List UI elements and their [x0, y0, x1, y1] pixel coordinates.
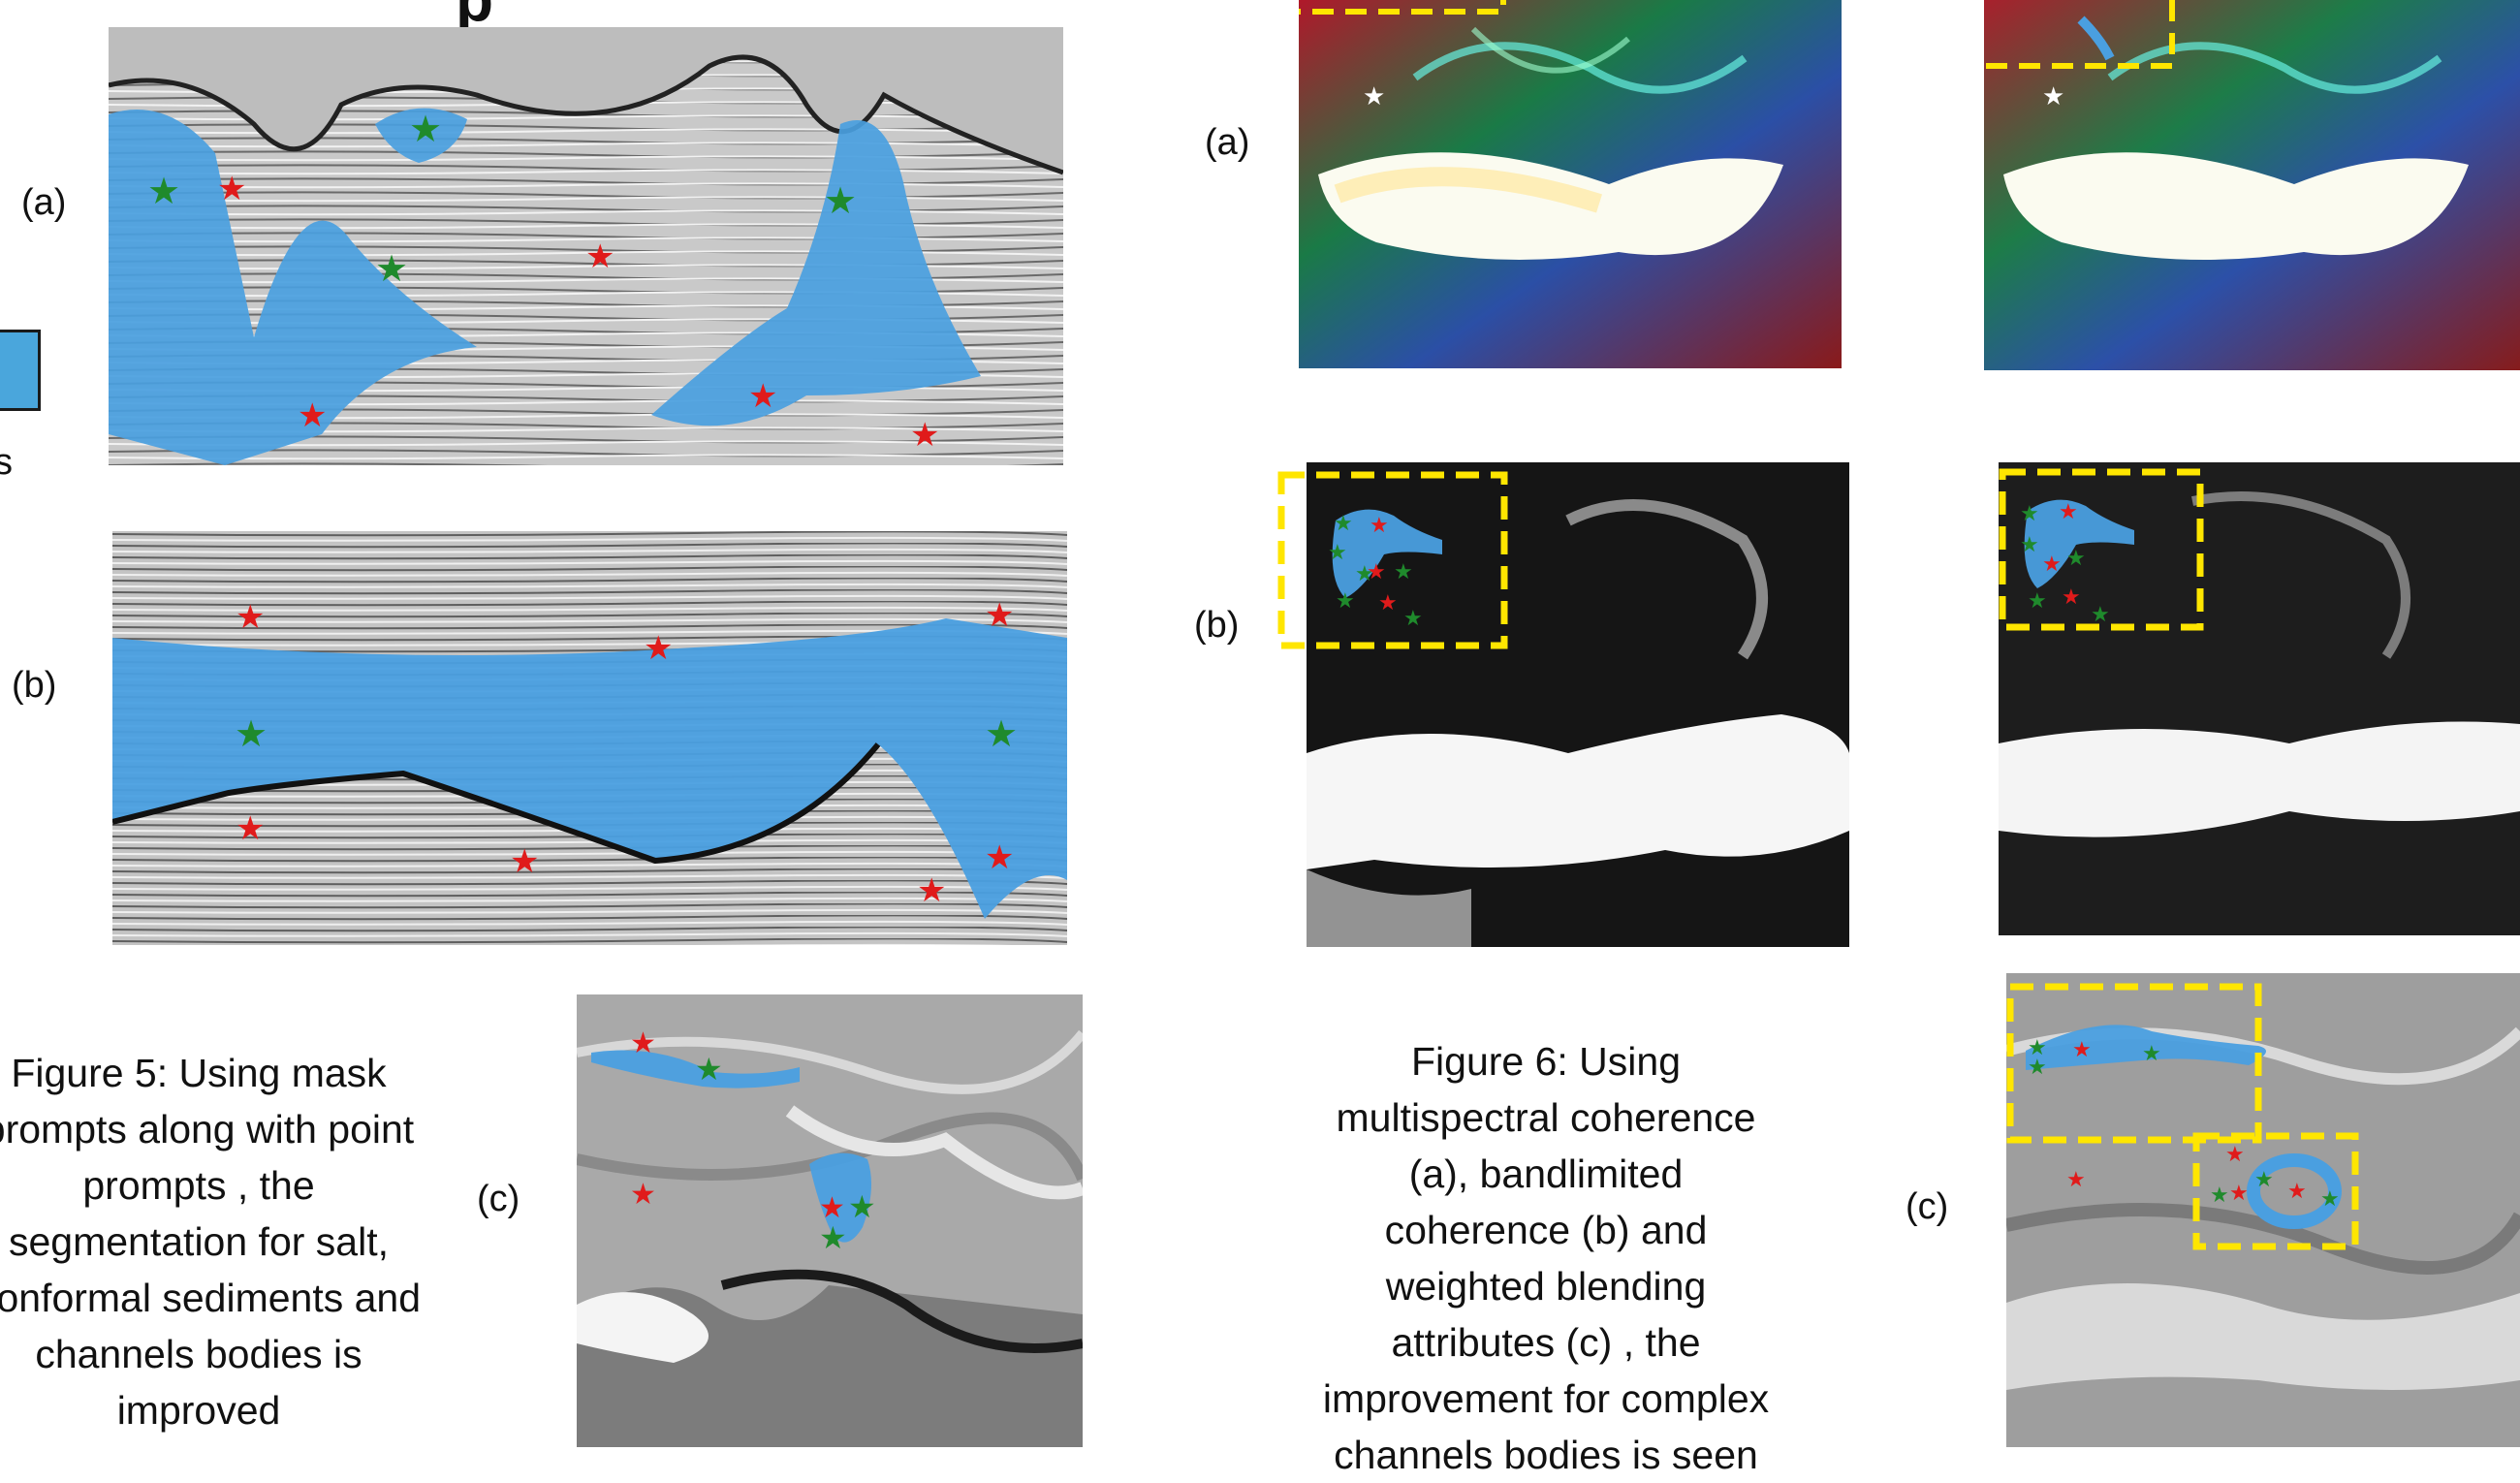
fig5-label-b: (b)	[12, 665, 57, 706]
svg-text:★: ★	[848, 1188, 876, 1225]
fig6-panel-a-right-multispectral: ★	[1984, 0, 2520, 370]
fig5a-point-prompts: ★ ★ ★ ★ ★ ★ ★ ★ ★	[147, 108, 939, 455]
svg-text:★: ★	[1370, 514, 1389, 538]
svg-text:★: ★	[1378, 591, 1398, 615]
fig5-panel-a-seismic: ★ ★ ★ ★ ★ ★ ★ ★ ★	[109, 27, 1063, 465]
svg-text:★: ★	[409, 108, 442, 150]
svg-text:★: ★	[2059, 500, 2078, 524]
svg-text:★: ★	[2020, 533, 2039, 557]
svg-text:★: ★	[235, 712, 268, 755]
svg-text:★: ★	[985, 596, 1014, 635]
fig6c-point-prompts: ★ ★ ★ ★ ★ ★ ★ ★ ★ ★ ★	[2028, 1036, 2340, 1212]
svg-text:★: ★	[147, 170, 180, 212]
caption-line: channels bodies is	[35, 1332, 362, 1376]
fig6-label-a: (a)	[1205, 122, 1250, 163]
svg-text:★: ★	[1355, 562, 1374, 586]
fig5b-point-prompts: ★ ★ ★ ★ ★ ★ ★ ★ ★	[235, 596, 1018, 910]
svg-text:★: ★	[2066, 547, 2086, 571]
figure5-caption: Figure 5: Using mask prompts along with …	[0, 1045, 456, 1438]
svg-text:★: ★	[2028, 1036, 2047, 1060]
fig6-panel-b-right-bandlimited: ★ ★ ★ ★ ★ ★ ★ ★	[1999, 462, 2520, 935]
caption-line: segmentation for salt,	[9, 1219, 389, 1264]
svg-text:★: ★	[917, 871, 946, 910]
svg-text:★: ★	[2287, 1180, 2307, 1204]
caption-line: coherence (b) and	[1384, 1208, 1708, 1252]
svg-text:★: ★	[2028, 589, 2047, 614]
fig5-label-a: (a)	[21, 182, 67, 223]
svg-text:★: ★	[236, 809, 265, 848]
svg-text:★: ★	[2142, 1042, 2161, 1066]
caption-line: prompts , the	[82, 1163, 315, 1208]
legend-text-fragment: s	[0, 442, 13, 483]
svg-text:★: ★	[1328, 541, 1347, 565]
caption-line: prompts along with point	[0, 1107, 415, 1152]
svg-text:★: ★	[910, 416, 939, 455]
caption-line: improved	[116, 1388, 281, 1433]
svg-text:★: ★	[2320, 1187, 2340, 1212]
svg-text:★: ★	[217, 170, 246, 208]
svg-text:★: ★	[1336, 589, 1355, 614]
caption-line: Figure 5: Using mask	[11, 1051, 387, 1095]
fig5-label-c: (c)	[477, 1179, 520, 1219]
svg-text:★: ★	[630, 1178, 656, 1212]
fig6b-right-point-prompts: ★ ★ ★ ★ ★ ★ ★ ★	[2020, 500, 2110, 627]
fig5-panel-c-timeslice: ★ ★ ★ ★ ★ ★	[577, 994, 1083, 1447]
svg-text:★: ★	[2020, 502, 2039, 526]
svg-text:★: ★	[2066, 1168, 2086, 1192]
svg-text:★: ★	[2225, 1143, 2245, 1167]
svg-text:★: ★	[695, 1051, 723, 1088]
svg-text:★: ★	[375, 247, 408, 290]
svg-text:★: ★	[236, 598, 265, 637]
caption-line: channels bodies is seen	[1334, 1433, 1758, 1477]
caption-line: improvement for complex	[1322, 1376, 1770, 1421]
caption-line: conformal sediments and	[0, 1276, 422, 1320]
svg-text:★: ★	[1367, 560, 1386, 584]
fig6b-left-point-prompts: ★ ★ ★ ★ ★ ★ ★ ★ ★	[1328, 512, 1423, 631]
svg-text:★: ★	[1363, 82, 1385, 111]
caption-line: attributes (c) , the	[1391, 1320, 1701, 1365]
svg-text:★: ★	[585, 237, 614, 276]
svg-text:★: ★	[2042, 82, 2064, 111]
svg-text:★: ★	[630, 1026, 656, 1060]
svg-text:★: ★	[985, 838, 1014, 877]
svg-text:★: ★	[2254, 1168, 2274, 1192]
caption-line: multispectral coherence	[1336, 1095, 1756, 1140]
figure6-caption: Figure 6: Using multispectral coherence …	[1279, 1033, 1812, 1483]
fig5-panel-b-seismic: ★ ★ ★ ★ ★ ★ ★ ★ ★	[112, 531, 1067, 945]
caption-line: (a), bandlimited	[1408, 1152, 1684, 1196]
fig6-panel-a-left-multispectral: ★	[1299, 0, 1842, 368]
svg-text:★: ★	[2042, 552, 2062, 577]
svg-text:★: ★	[2210, 1183, 2229, 1208]
svg-text:★: ★	[824, 179, 857, 222]
caption-line: weighted blending	[1385, 1264, 1707, 1309]
fig6-panel-c-right-blended: ★ ★ ★ ★ ★ ★ ★ ★ ★ ★ ★	[2006, 973, 2520, 1447]
fig6-label-c: (c)	[1906, 1186, 1949, 1227]
svg-text:★: ★	[510, 842, 539, 881]
fig6-panel-b-left-bandlimited: ★ ★ ★ ★ ★ ★ ★ ★ ★	[1277, 462, 1849, 947]
fig6-label-b: (b)	[1194, 605, 1240, 646]
svg-text:★: ★	[819, 1219, 847, 1256]
svg-text:★: ★	[2091, 603, 2110, 627]
svg-text:★: ★	[298, 396, 327, 435]
svg-text:★: ★	[819, 1191, 845, 1225]
caption-line: Figure 6: Using	[1410, 1039, 1681, 1084]
svg-text:★: ★	[2072, 1038, 2092, 1062]
svg-text:★: ★	[2028, 1056, 2047, 1080]
svg-text:★: ★	[1394, 560, 1413, 584]
fig5c-point-prompts: ★ ★ ★ ★ ★ ★	[630, 1026, 876, 1256]
svg-text:★: ★	[748, 377, 777, 416]
svg-text:★: ★	[644, 629, 673, 668]
svg-text:★: ★	[1403, 607, 1423, 631]
svg-text:★: ★	[1334, 512, 1353, 536]
mask-legend-swatch	[0, 330, 41, 411]
svg-text:★: ★	[985, 712, 1018, 755]
svg-text:★: ★	[2229, 1182, 2249, 1206]
svg-text:★: ★	[2062, 585, 2081, 610]
